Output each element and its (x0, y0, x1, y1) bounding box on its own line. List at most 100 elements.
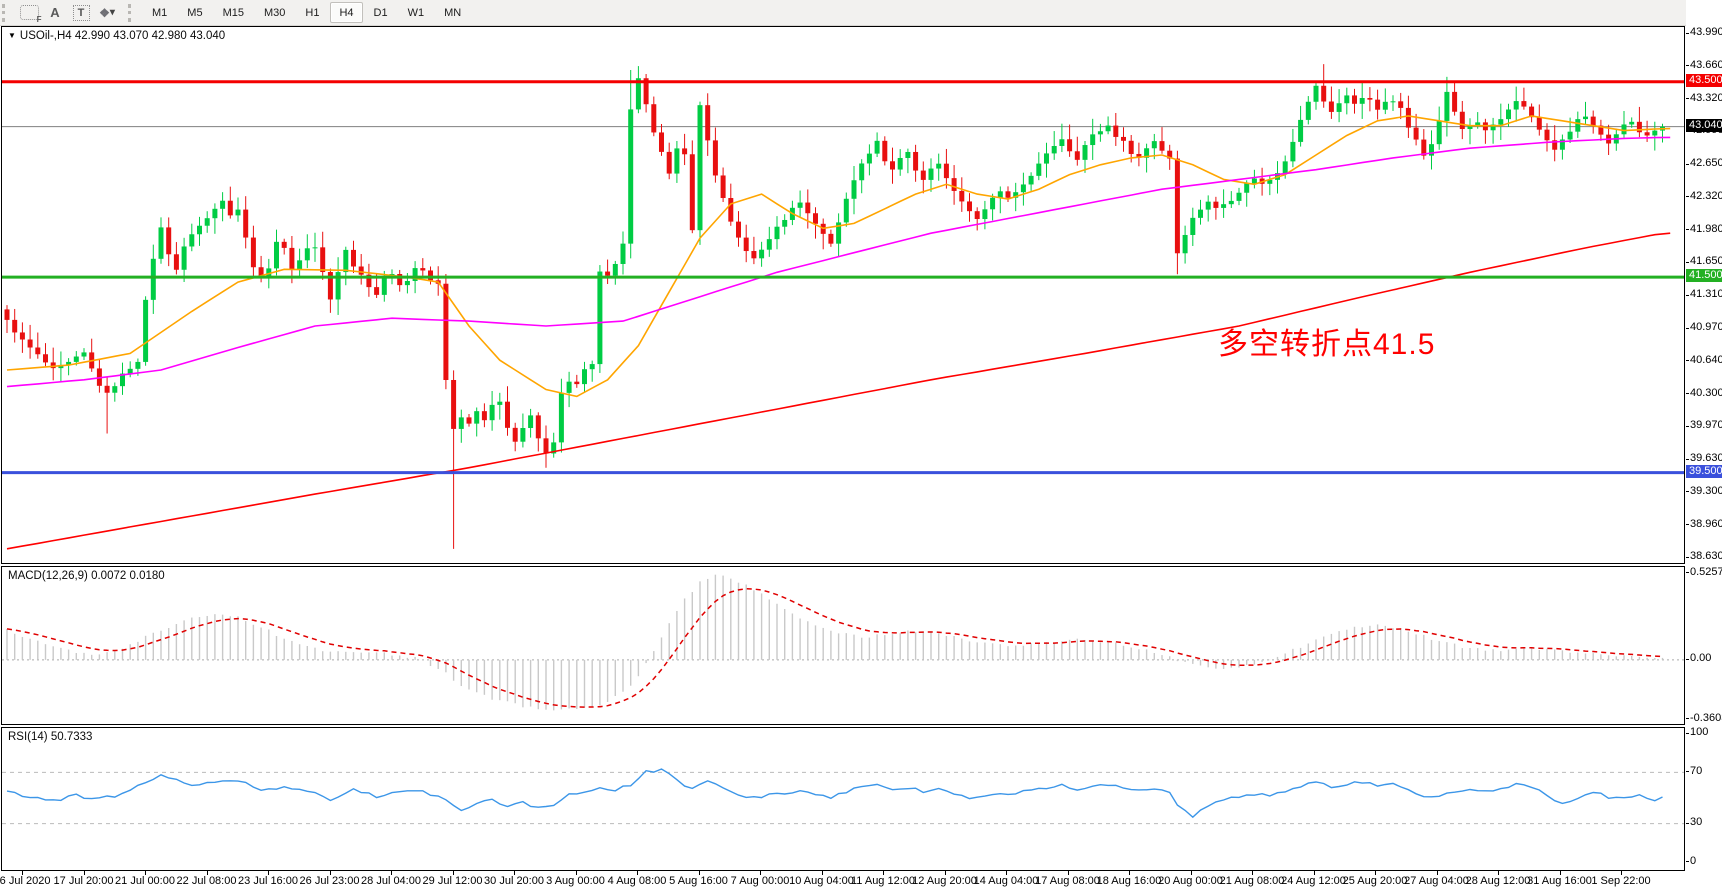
rsi-chart[interactable] (2, 728, 1684, 870)
macd-tick-label: 0.00 (1690, 652, 1712, 665)
macd-chart[interactable] (2, 567, 1684, 724)
time-tick-label: 14 Aug 04:00 (973, 875, 1039, 887)
time-tick (1436, 871, 1438, 875)
time-tick (83, 871, 85, 875)
rsi-panel[interactable]: RSI(14) 50.7333 (1, 727, 1685, 871)
price-tick-label: 41.310 (1690, 288, 1722, 301)
timeframe-button-H1[interactable]: H1 (305, 6, 320, 19)
time-tick-label: 26 Jul 23:00 (299, 875, 360, 887)
axis-tick (1686, 327, 1689, 329)
price-tick-label: 40.970 (1690, 321, 1722, 334)
dropdown-triangle-icon[interactable]: ▼ (8, 31, 16, 40)
time-tick (575, 871, 577, 875)
axis-tick (1686, 98, 1689, 100)
time-tick (1313, 871, 1315, 875)
time-tick (391, 871, 392, 875)
time-tick (1559, 871, 1561, 875)
price-tick-label: 42.320 (1690, 189, 1722, 202)
toolbar-grip[interactable] (128, 3, 139, 22)
time-tick (514, 871, 515, 875)
time-tick-label: 1 Sep 22:00 (1591, 875, 1651, 887)
axis-tick (1686, 524, 1689, 526)
level-price-box: 43.500 (1686, 73, 1722, 87)
time-tick (1129, 871, 1130, 875)
time-tick (821, 871, 823, 875)
timeframe-button-W1[interactable]: W1 (407, 6, 425, 19)
price-tick-label: 40.300 (1690, 386, 1722, 399)
price-chart-panel[interactable]: ▼ USOil-,H4 42.990 43.070 42.980 43.040 多… (1, 26, 1685, 564)
time-tick-label: 24 Aug 12:00 (1281, 875, 1346, 887)
time-tick-label: 17 Jul 20:00 (53, 875, 114, 887)
ohlc-values: 42.990 43.070 42.980 43.040 (74, 30, 226, 42)
price-tick-label: 43.320 (1690, 91, 1722, 104)
axis-tick (1686, 393, 1689, 395)
timeframe-button-M1[interactable]: M1 (152, 6, 168, 19)
time-tick-label: 10 Aug 04:00 (789, 875, 854, 887)
time-tick-label: 12 Aug 20:00 (912, 875, 977, 887)
time-tick-label: 17 Aug 08:00 (1035, 875, 1100, 887)
time-tick-label: 5 Aug 16:00 (669, 875, 728, 887)
axis-tick (1686, 425, 1689, 427)
toolbar: F A T ❖ ▾ M1 M5 M15 M30 H1 H4 D1 W1 MN (0, 0, 1722, 26)
axis-tick (1686, 229, 1689, 231)
axis-tick (1686, 732, 1689, 734)
time-tick (1067, 871, 1069, 875)
price-axis[interactable]: 43.99043.66043.32042.99042.65042.32041.9… (1686, 0, 1722, 890)
time-tick (1190, 871, 1192, 875)
rsi-title: RSI(14) 50.7333 (8, 731, 93, 743)
timeframe-button-D1[interactable]: D1 (373, 6, 388, 19)
axis-tick (1686, 861, 1689, 863)
time-tick-label: 7 Aug 00:00 (730, 875, 790, 887)
time-tick-label: 16 Jul 2020 (0, 875, 51, 887)
time-tick (1252, 871, 1253, 875)
macd-main-value: 0.0072 (91, 570, 127, 582)
symbol-title[interactable]: ▼ USOil-,H4 42.990 43.070 42.980 43.040 (8, 30, 225, 42)
time-tick-label: 3 Aug 00:00 (546, 875, 605, 887)
timeframe-button-M15[interactable]: M15 (222, 6, 244, 19)
level-price-box: 41.500 (1686, 269, 1722, 283)
time-tick-label: 18 Aug 16:00 (1096, 875, 1162, 887)
time-tick-label: 27 Aug 04:00 (1404, 875, 1469, 887)
axis-tick (1686, 294, 1689, 296)
time-tick (1006, 871, 1007, 875)
time-tick-label: 28 Aug 12:00 (1465, 875, 1531, 887)
rsi-value: 50.7333 (50, 731, 93, 743)
rsi-tick-label: 30 (1690, 816, 1703, 829)
price-tick-label: 39.300 (1690, 484, 1722, 497)
time-tick-label: 21 Aug 08:00 (1219, 875, 1285, 887)
toolbar-grip[interactable] (2, 3, 13, 22)
axis-tick (1686, 163, 1689, 165)
text-box-icon[interactable]: T (69, 3, 93, 23)
time-tick-label: 23 Jul 16:00 (238, 875, 298, 887)
axis-tick (1686, 458, 1689, 460)
rsi-tick-label: 0 (1690, 854, 1697, 867)
freehand-cursor-icon[interactable]: F (17, 3, 42, 24)
axis-tick (1686, 491, 1689, 493)
axis-tick (1686, 771, 1689, 773)
timeframe-button-H4[interactable]: H4 (330, 2, 363, 23)
time-tick (1375, 871, 1376, 875)
timeframe-button-M30[interactable]: M30 (263, 6, 286, 19)
time-tick (329, 871, 331, 875)
time-tick (452, 871, 454, 875)
text-annotation-icon[interactable]: A (50, 5, 60, 20)
macd-panel[interactable]: MACD(12,26,9) 0.0072 0.0180 (1, 566, 1685, 725)
time-tick-label: 11 Aug 12:00 (850, 875, 916, 887)
chart-annotation-text: 多空转折点41.5 (1218, 328, 1436, 361)
macd-tick-label: -0.3603 (1690, 711, 1722, 724)
timeframe-button-M5[interactable]: M5 (187, 6, 203, 19)
chevron-down-icon: ▾ (109, 7, 115, 18)
shapes-icon[interactable]: ❖ ▾ (99, 5, 115, 20)
axis-tick (1686, 556, 1689, 558)
axis-tick (1686, 572, 1689, 574)
rsi-tick-label: 70 (1690, 764, 1703, 777)
time-tick (637, 871, 638, 875)
time-tick-label: 31 Aug 16:00 (1527, 875, 1592, 887)
candlestick-chart[interactable] (2, 27, 1684, 563)
time-tick (22, 871, 23, 875)
timeframe-button-MN[interactable]: MN (444, 6, 462, 19)
macd-title: MACD(12,26,9) 0.0072 0.0180 (8, 570, 165, 582)
time-tick (698, 871, 700, 875)
